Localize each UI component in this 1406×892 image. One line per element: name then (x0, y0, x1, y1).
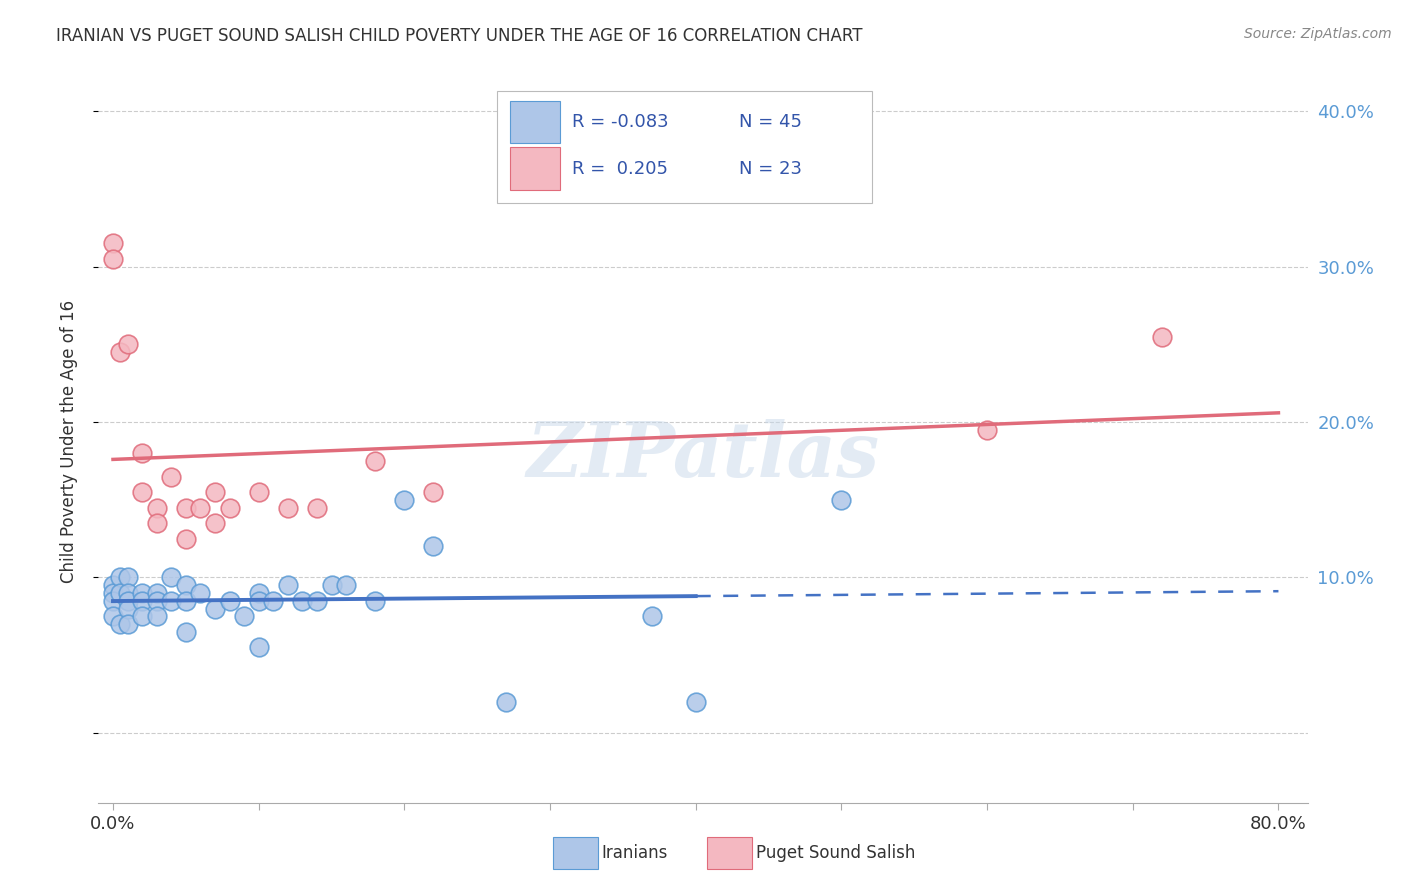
Point (101, 252, 124, 266)
Point (145, 500, 167, 515)
Point (174, 578, 197, 592)
Text: R = -0.083: R = -0.083 (572, 112, 669, 131)
Point (174, 594, 197, 608)
Point (101, 236, 124, 251)
Point (247, 594, 270, 608)
Point (174, 500, 197, 515)
Point (117, 594, 139, 608)
Text: Source: ZipAtlas.com: Source: ZipAtlas.com (1244, 27, 1392, 41)
Point (117, 586, 139, 600)
Point (247, 586, 270, 600)
Text: N = 45: N = 45 (740, 112, 803, 131)
Point (131, 485, 153, 500)
FancyBboxPatch shape (509, 147, 561, 190)
Text: Puget Sound Salish: Puget Sound Salish (756, 844, 915, 862)
Point (110, 570, 132, 584)
Point (131, 586, 153, 600)
Point (110, 586, 132, 600)
Point (190, 500, 212, 515)
Point (145, 594, 167, 608)
Point (262, 594, 284, 608)
Point (145, 609, 167, 624)
Point (204, 516, 226, 530)
Point (204, 601, 226, 615)
Point (174, 624, 197, 639)
Point (335, 578, 357, 592)
Point (218, 594, 240, 608)
Point (685, 695, 707, 709)
Point (101, 586, 124, 600)
Point (160, 469, 183, 483)
Point (641, 609, 664, 624)
Point (110, 617, 132, 632)
Point (174, 532, 197, 546)
Point (160, 570, 183, 584)
FancyBboxPatch shape (509, 101, 561, 143)
Point (117, 601, 139, 615)
Point (117, 570, 139, 584)
Y-axis label: Child Poverty Under the Age of 16: Child Poverty Under the Age of 16 (59, 300, 77, 583)
Text: IRANIAN VS PUGET SOUND SALISH CHILD POVERTY UNDER THE AGE OF 16 CORRELATION CHAR: IRANIAN VS PUGET SOUND SALISH CHILD POVE… (56, 27, 863, 45)
Point (145, 586, 167, 600)
Point (218, 500, 240, 515)
Point (101, 594, 124, 608)
Point (117, 617, 139, 632)
Point (204, 485, 226, 500)
Point (190, 586, 212, 600)
Point (101, 609, 124, 624)
Point (247, 640, 270, 655)
Point (131, 446, 153, 460)
Point (305, 500, 328, 515)
Point (131, 609, 153, 624)
Point (233, 609, 256, 624)
Point (364, 594, 387, 608)
Point (277, 500, 299, 515)
Text: ZIPatlas: ZIPatlas (526, 419, 880, 493)
Point (495, 695, 517, 709)
Point (145, 516, 167, 530)
Point (422, 540, 444, 554)
Point (160, 594, 183, 608)
Point (976, 423, 998, 437)
Text: Iranians: Iranians (602, 844, 668, 862)
Point (131, 594, 153, 608)
Point (247, 485, 270, 500)
Point (364, 454, 387, 468)
Point (305, 594, 328, 608)
Text: N = 23: N = 23 (740, 160, 803, 178)
Point (394, 492, 416, 507)
Point (422, 485, 444, 500)
Point (101, 578, 124, 592)
Point (321, 578, 343, 592)
Point (291, 594, 314, 608)
FancyBboxPatch shape (498, 91, 872, 203)
Point (110, 345, 132, 359)
Text: R =  0.205: R = 0.205 (572, 160, 668, 178)
Point (830, 492, 852, 507)
Point (117, 337, 139, 351)
Point (277, 578, 299, 592)
Point (1150, 329, 1173, 343)
